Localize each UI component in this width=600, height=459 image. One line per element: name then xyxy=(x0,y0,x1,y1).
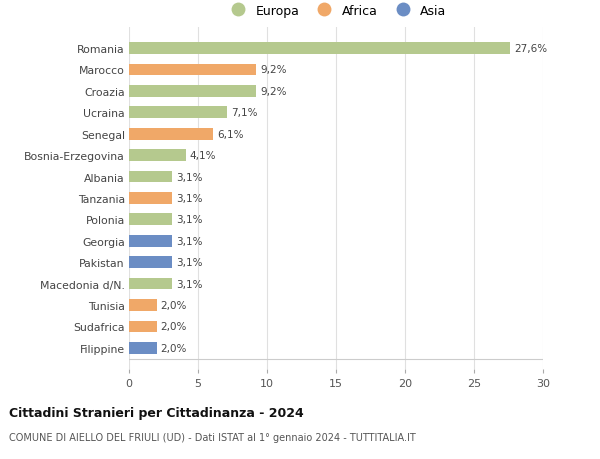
Text: 3,1%: 3,1% xyxy=(176,236,202,246)
Bar xyxy=(129,321,157,333)
Bar xyxy=(129,150,185,162)
Text: 9,2%: 9,2% xyxy=(260,65,287,75)
Text: 3,1%: 3,1% xyxy=(176,257,202,268)
Text: 4,1%: 4,1% xyxy=(190,151,216,161)
Text: 3,1%: 3,1% xyxy=(176,172,202,182)
Bar xyxy=(129,171,172,183)
Bar xyxy=(129,342,157,354)
Text: 2,0%: 2,0% xyxy=(161,300,187,310)
Text: COMUNE DI AIELLO DEL FRIULI (UD) - Dati ISTAT al 1° gennaio 2024 - TUTTITALIA.IT: COMUNE DI AIELLO DEL FRIULI (UD) - Dati … xyxy=(9,432,416,442)
Bar xyxy=(129,86,256,98)
Bar xyxy=(129,214,172,226)
Text: Cittadini Stranieri per Cittadinanza - 2024: Cittadini Stranieri per Cittadinanza - 2… xyxy=(9,406,304,419)
Text: 27,6%: 27,6% xyxy=(514,44,547,54)
Bar xyxy=(129,129,213,140)
Text: 7,1%: 7,1% xyxy=(231,108,257,118)
Text: 3,1%: 3,1% xyxy=(176,215,202,225)
Bar xyxy=(129,43,510,55)
Bar xyxy=(129,235,172,247)
Text: 3,1%: 3,1% xyxy=(176,279,202,289)
Bar xyxy=(129,299,157,311)
Text: 2,0%: 2,0% xyxy=(161,322,187,332)
Bar xyxy=(129,257,172,269)
Text: 6,1%: 6,1% xyxy=(217,129,244,140)
Text: 9,2%: 9,2% xyxy=(260,87,287,97)
Text: 2,0%: 2,0% xyxy=(161,343,187,353)
Bar xyxy=(129,278,172,290)
Bar xyxy=(129,64,256,76)
Bar xyxy=(129,193,172,204)
Bar xyxy=(129,107,227,119)
Text: 3,1%: 3,1% xyxy=(176,194,202,203)
Legend: Europa, Africa, Asia: Europa, Africa, Asia xyxy=(226,5,446,18)
